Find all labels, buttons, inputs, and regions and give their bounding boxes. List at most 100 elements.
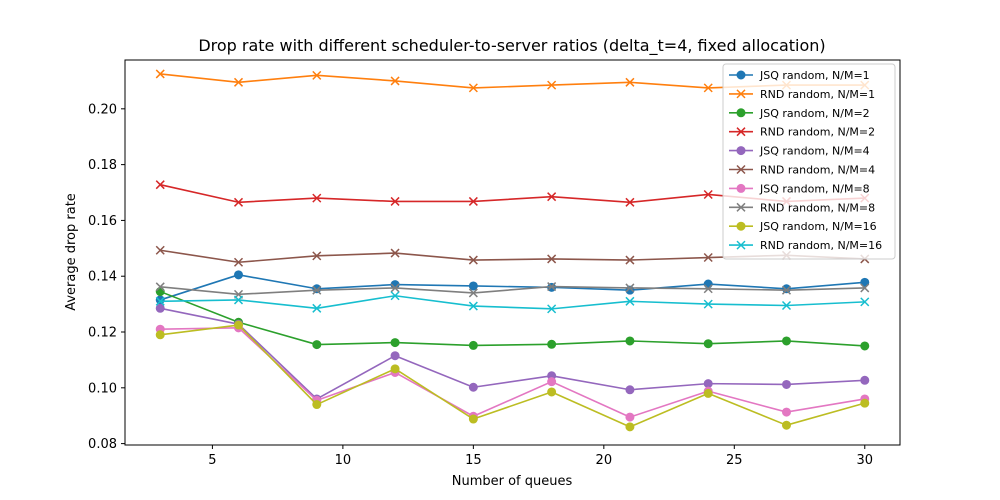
legend-item: RND random, N/M=8	[729, 201, 875, 214]
data-point	[547, 387, 557, 397]
legend-marker	[736, 221, 746, 231]
series-line	[160, 324, 865, 428]
data-point	[703, 388, 713, 398]
data-point	[390, 196, 400, 206]
y-tick-label: 0.18	[88, 158, 117, 173]
data-point	[547, 192, 557, 202]
y-axis-title: Average drop rate	[64, 193, 79, 311]
x-tick-label: 10	[335, 453, 352, 468]
legend-marker	[736, 89, 746, 99]
x-tick-label: 30	[856, 453, 873, 468]
data-point	[781, 407, 791, 417]
data-point	[312, 193, 322, 203]
data-point	[547, 339, 557, 349]
data-point	[390, 338, 400, 348]
data-point	[625, 412, 635, 422]
data-point	[625, 385, 635, 395]
data-point	[233, 77, 244, 87]
legend-marker	[736, 127, 746, 137]
x-tick-label: 25	[726, 453, 743, 468]
data-point	[468, 196, 478, 206]
legend-label: RND random, N/M=8	[760, 201, 875, 214]
legend-label: RND random, N/M=2	[760, 126, 875, 139]
data-point	[468, 301, 478, 311]
data-point	[781, 285, 792, 295]
data-point	[312, 285, 322, 295]
data-point	[547, 377, 557, 387]
legend-item: RND random, N/M=1	[729, 88, 875, 101]
data-point	[155, 296, 165, 306]
y-tick-label: 0.08	[88, 437, 117, 452]
series-line	[159, 290, 865, 347]
data-point	[860, 297, 870, 307]
data-point	[233, 257, 244, 267]
data-point	[625, 296, 635, 306]
series-9	[155, 291, 870, 314]
data-point	[781, 420, 791, 430]
data-point	[625, 422, 635, 432]
series-line	[160, 307, 865, 400]
data-point	[860, 277, 870, 287]
x-tick-label: 15	[465, 453, 482, 468]
legend-item: JSQ random, N/M=2	[729, 107, 870, 120]
data-point	[547, 282, 557, 292]
legend-marker	[736, 146, 746, 156]
series-line	[159, 274, 865, 301]
series-line	[160, 285, 865, 296]
legend-label: JSQ random, N/M=4	[759, 145, 870, 158]
data-point	[468, 288, 478, 298]
data-point	[547, 80, 557, 90]
legend-item: RND random, N/M=2	[729, 126, 875, 139]
legend-item: RND random, N/M=4	[729, 164, 875, 177]
data-point	[468, 255, 478, 265]
legend-item: JSQ random, N/M=4	[729, 145, 870, 158]
data-point	[155, 245, 165, 255]
data-point	[312, 400, 322, 410]
y-tick-label: 0.20	[88, 102, 117, 117]
legend-label: JSQ random, N/M=2	[759, 107, 870, 120]
chart-title: Drop rate with different scheduler-to-se…	[198, 36, 825, 56]
y-tick-label: 0.16	[88, 214, 117, 229]
legend-label: RND random, N/M=16	[760, 239, 882, 252]
data-point	[155, 69, 165, 79]
data-point	[703, 299, 713, 309]
data-point	[781, 336, 791, 346]
data-point	[781, 300, 792, 311]
data-point	[155, 282, 165, 292]
data-point	[703, 284, 713, 294]
data-point	[312, 251, 322, 261]
data-point	[547, 254, 557, 264]
data-point	[625, 77, 635, 87]
plot-area	[155, 69, 870, 432]
legend-label: JSQ random, N/M=1	[759, 69, 870, 82]
data-point	[312, 303, 322, 313]
legend-marker	[736, 70, 746, 80]
series-line	[160, 294, 865, 310]
data-point	[390, 248, 400, 258]
legend-marker	[736, 164, 746, 175]
legend-marker	[736, 108, 746, 118]
legend-label: RND random, N/M=4	[760, 164, 875, 177]
data-point	[468, 83, 478, 93]
legend: JSQ random, N/M=1 RND random, N/M=1 JSQ ra…	[722, 63, 896, 260]
legend-item: JSQ random, N/M=8	[729, 182, 870, 195]
data-point	[234, 320, 244, 330]
legend-box	[722, 63, 896, 260]
data-point	[312, 284, 322, 294]
plot-frame	[124, 59, 901, 446]
series-7	[155, 282, 870, 299]
data-point	[234, 270, 244, 280]
x-axis-title: Number of queues	[452, 474, 573, 489]
data-point	[468, 414, 478, 424]
data-point	[468, 382, 478, 392]
legend-marker	[736, 240, 746, 250]
legend-item: JSQ random, N/M=1	[729, 69, 870, 82]
legend-label: JSQ random, N/M=8	[759, 182, 870, 195]
data-point	[390, 283, 400, 293]
data-point	[860, 341, 870, 351]
data-point	[860, 283, 870, 293]
data-point	[155, 295, 165, 305]
data-point	[625, 283, 635, 293]
data-point	[390, 291, 400, 301]
